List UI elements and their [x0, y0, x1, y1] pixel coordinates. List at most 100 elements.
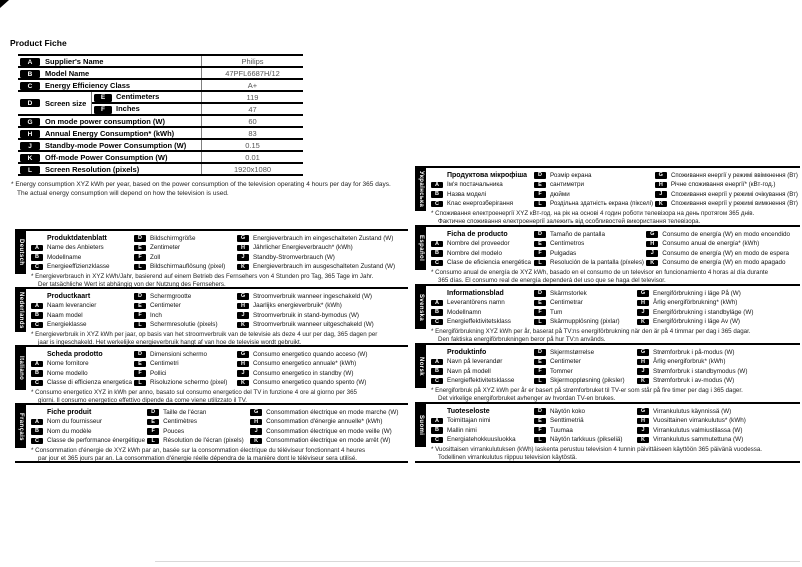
- section-title: Fiche produit: [47, 408, 92, 416]
- item-label: Pollici: [150, 369, 167, 377]
- row-value: 119: [201, 92, 303, 102]
- language-column: G Energiförbrukning i läge På (W) H Årlig e…: [637, 289, 800, 327]
- section-title: Productkaart: [47, 292, 91, 300]
- item-key-badge: L: [534, 318, 546, 325]
- fiche-item: C Classe di efficienza energetica: [31, 378, 134, 388]
- section-footnote-line-2: 365 días. El consumo real de energía dep…: [438, 277, 666, 284]
- row-key-badge: A: [20, 58, 40, 66]
- fiche-item: L Risoluzione schermo (pixel): [134, 378, 237, 388]
- fiche-item: A Navn på leverandør: [431, 357, 534, 367]
- item-key-badge: J: [654, 191, 667, 198]
- item-key-badge: D: [134, 293, 146, 300]
- fiche-item: J Standby-Stromverbrauch (W): [237, 253, 408, 263]
- language-section-content: Productkaart A Naam leverancier B Naam model…: [26, 289, 408, 346]
- fiche-item: A Ім'я постачальника: [431, 180, 534, 190]
- item-key-badge: C: [31, 437, 43, 444]
- fiche-item: H Jährlicher Energieverbrauch* (kWh): [237, 243, 408, 253]
- section-footnote-line-1: * Consumo energetico XYZ in kWh per anno…: [31, 389, 357, 396]
- item-label: Nome fornitore: [47, 360, 89, 368]
- fiche-item: F Pouces: [147, 427, 250, 437]
- fiche-item: K Consumo de energía (W) en modo apagado: [646, 258, 800, 268]
- item-label: Årlig energiforbruk* (kWh): [653, 358, 726, 366]
- screen-size-cell: D Screen size: [18, 92, 91, 114]
- item-label: Energiförbrukning i standbyläge (W): [653, 308, 754, 316]
- item-label: Nome modello: [47, 369, 88, 377]
- item-label: Mallin nimi: [447, 426, 477, 434]
- fiche-item: E Centímetros: [534, 239, 646, 249]
- item-key-badge: L: [134, 321, 146, 328]
- item-key-badge: L: [534, 259, 546, 266]
- language-column: D Bildschirmgröße E Zentimeter F Zoll L Bildsch…: [134, 234, 237, 272]
- fiche-footnote-line-2: The actual energy consumption will depen…: [17, 190, 229, 197]
- item-key-badge: E: [134, 360, 146, 367]
- item-key-badge: G: [637, 349, 649, 356]
- fiche-item: H Årlig energiförbrukning* (kWh): [637, 298, 800, 308]
- fiche-item: J Consommation électrique en mode veille …: [250, 427, 408, 437]
- language-column: G Strømforbruk i på-modus (W) H Årlig energ…: [637, 348, 800, 386]
- item-label: Dimensioni schermo: [150, 350, 208, 358]
- item-key-badge: L: [134, 263, 146, 270]
- fiche-item: G Consumo de energía (W) en modo encendid…: [646, 230, 800, 240]
- item-key-badge: D: [134, 351, 146, 358]
- section-title: Produktdatenblatt: [47, 234, 107, 242]
- language-section-content: Scheda prodotto A Nome fornitore B Nome mode…: [26, 347, 408, 404]
- language-column: Produktdatenblatt A Name des Anbieters B Mod…: [31, 234, 134, 272]
- item-key-badge: J: [646, 250, 659, 257]
- item-key-badge: B: [431, 309, 443, 316]
- fiche-item: L Skjermoppløsning (piksler): [534, 376, 637, 386]
- section-footnote-line-2: par jour et 365 jours par an. La consomm…: [38, 455, 357, 462]
- language-tab: Українська: [415, 168, 426, 211]
- fiche-item: G Energieverbrauch im eingeschalteten Zus…: [237, 234, 408, 244]
- item-key-badge: L: [534, 200, 546, 207]
- fiche-item: D Bildschirmgröße: [134, 234, 237, 244]
- row-label: Screen size: [45, 98, 87, 108]
- fiche-item: E Centimeter: [534, 357, 637, 367]
- language-tab: Suomi: [415, 404, 426, 447]
- language-column: D Näytön koko E Senttimetriä F Tuumaa L Näytön …: [534, 407, 637, 445]
- row-value: 60: [201, 116, 303, 126]
- section-footnote-line-2: Det virkelige energiforbruket avhenger a…: [438, 395, 616, 402]
- language-tab: Español: [415, 227, 426, 270]
- item-key-badge: K: [237, 379, 249, 386]
- language-columns: Fiche produit A Nom du fournisseur B Nom du …: [31, 408, 408, 446]
- fiche-item: C Classe de performance énergétique: [31, 436, 147, 446]
- row-label: On mode power consumption (W): [45, 117, 165, 126]
- item-label: Bildschirmauflösung (pixel): [150, 263, 226, 271]
- item-label: Energieffektivitetsklasse: [447, 377, 515, 385]
- language-column: Tuoteseloste A Toimittajan nimi B Mallin nim…: [431, 407, 534, 445]
- language-section: Deutsch Produktdatenblatt A Name des Anbiet…: [15, 229, 408, 288]
- item-label: Skärmstorlek: [550, 289, 587, 297]
- item-label: Споживання енергії у режимі вимкнення (В…: [670, 200, 798, 208]
- section-title: Tuoteseloste: [447, 407, 490, 415]
- language-section: Suomi Tuoteseloste A Toimittajan nimi B Malli…: [415, 402, 800, 461]
- fiche-item: K Споживання енергії у режимі вимкнення (…: [654, 199, 800, 209]
- fiche-item: D Näytön koko: [534, 407, 637, 417]
- item-label: Stroomverbruik wanneer uitgeschakeld (W): [253, 321, 374, 329]
- fiche-item: C Clase de eficiencia energética: [431, 258, 534, 268]
- fiche-item: B Nombre del modelo: [431, 249, 534, 259]
- item-key-badge: K: [637, 318, 649, 325]
- item-label: Nom du modèle: [47, 427, 92, 435]
- item-label: Centimetrar: [550, 299, 583, 307]
- item-label: Energieklasse: [47, 321, 87, 329]
- item-key-badge: E: [534, 417, 546, 424]
- language-section: Svenska Informationsblad A Leverantörens na…: [415, 284, 800, 343]
- item-key-badge: H: [654, 181, 667, 188]
- item-label: Standby-Stromverbrauch (W): [253, 253, 335, 261]
- item-label: Schermresolutie (pixels): [150, 321, 218, 329]
- item-key-badge: F: [534, 309, 546, 316]
- fiche-item: E Centimetri: [134, 359, 237, 369]
- item-label: Consumo energetico annuale* (kWh): [253, 360, 357, 368]
- fiche-item: B Navn på modell: [431, 367, 534, 377]
- language-columns: Tuoteseloste A Toimittajan nimi B Mallin nim…: [431, 407, 800, 445]
- language-section-content: Ficha de producto A Nombre del proveedor B N…: [426, 227, 800, 284]
- item-label: Tuumaa: [550, 426, 573, 434]
- item-label: Resolución de la pantalla (píxeles): [550, 259, 644, 267]
- section-title: Informationsblad: [447, 289, 504, 297]
- row-label: Screen Resolution (pixels): [45, 165, 140, 174]
- item-key-badge: E: [534, 299, 546, 306]
- item-key-badge: A: [431, 358, 443, 365]
- language-sections-right: Українська Продуктова мікрофіша A Ім'я пост…: [415, 166, 800, 463]
- row-key-badge: G: [20, 118, 40, 126]
- language-section-content: Informationsblad A Leverantörens namn B Mode…: [426, 286, 800, 343]
